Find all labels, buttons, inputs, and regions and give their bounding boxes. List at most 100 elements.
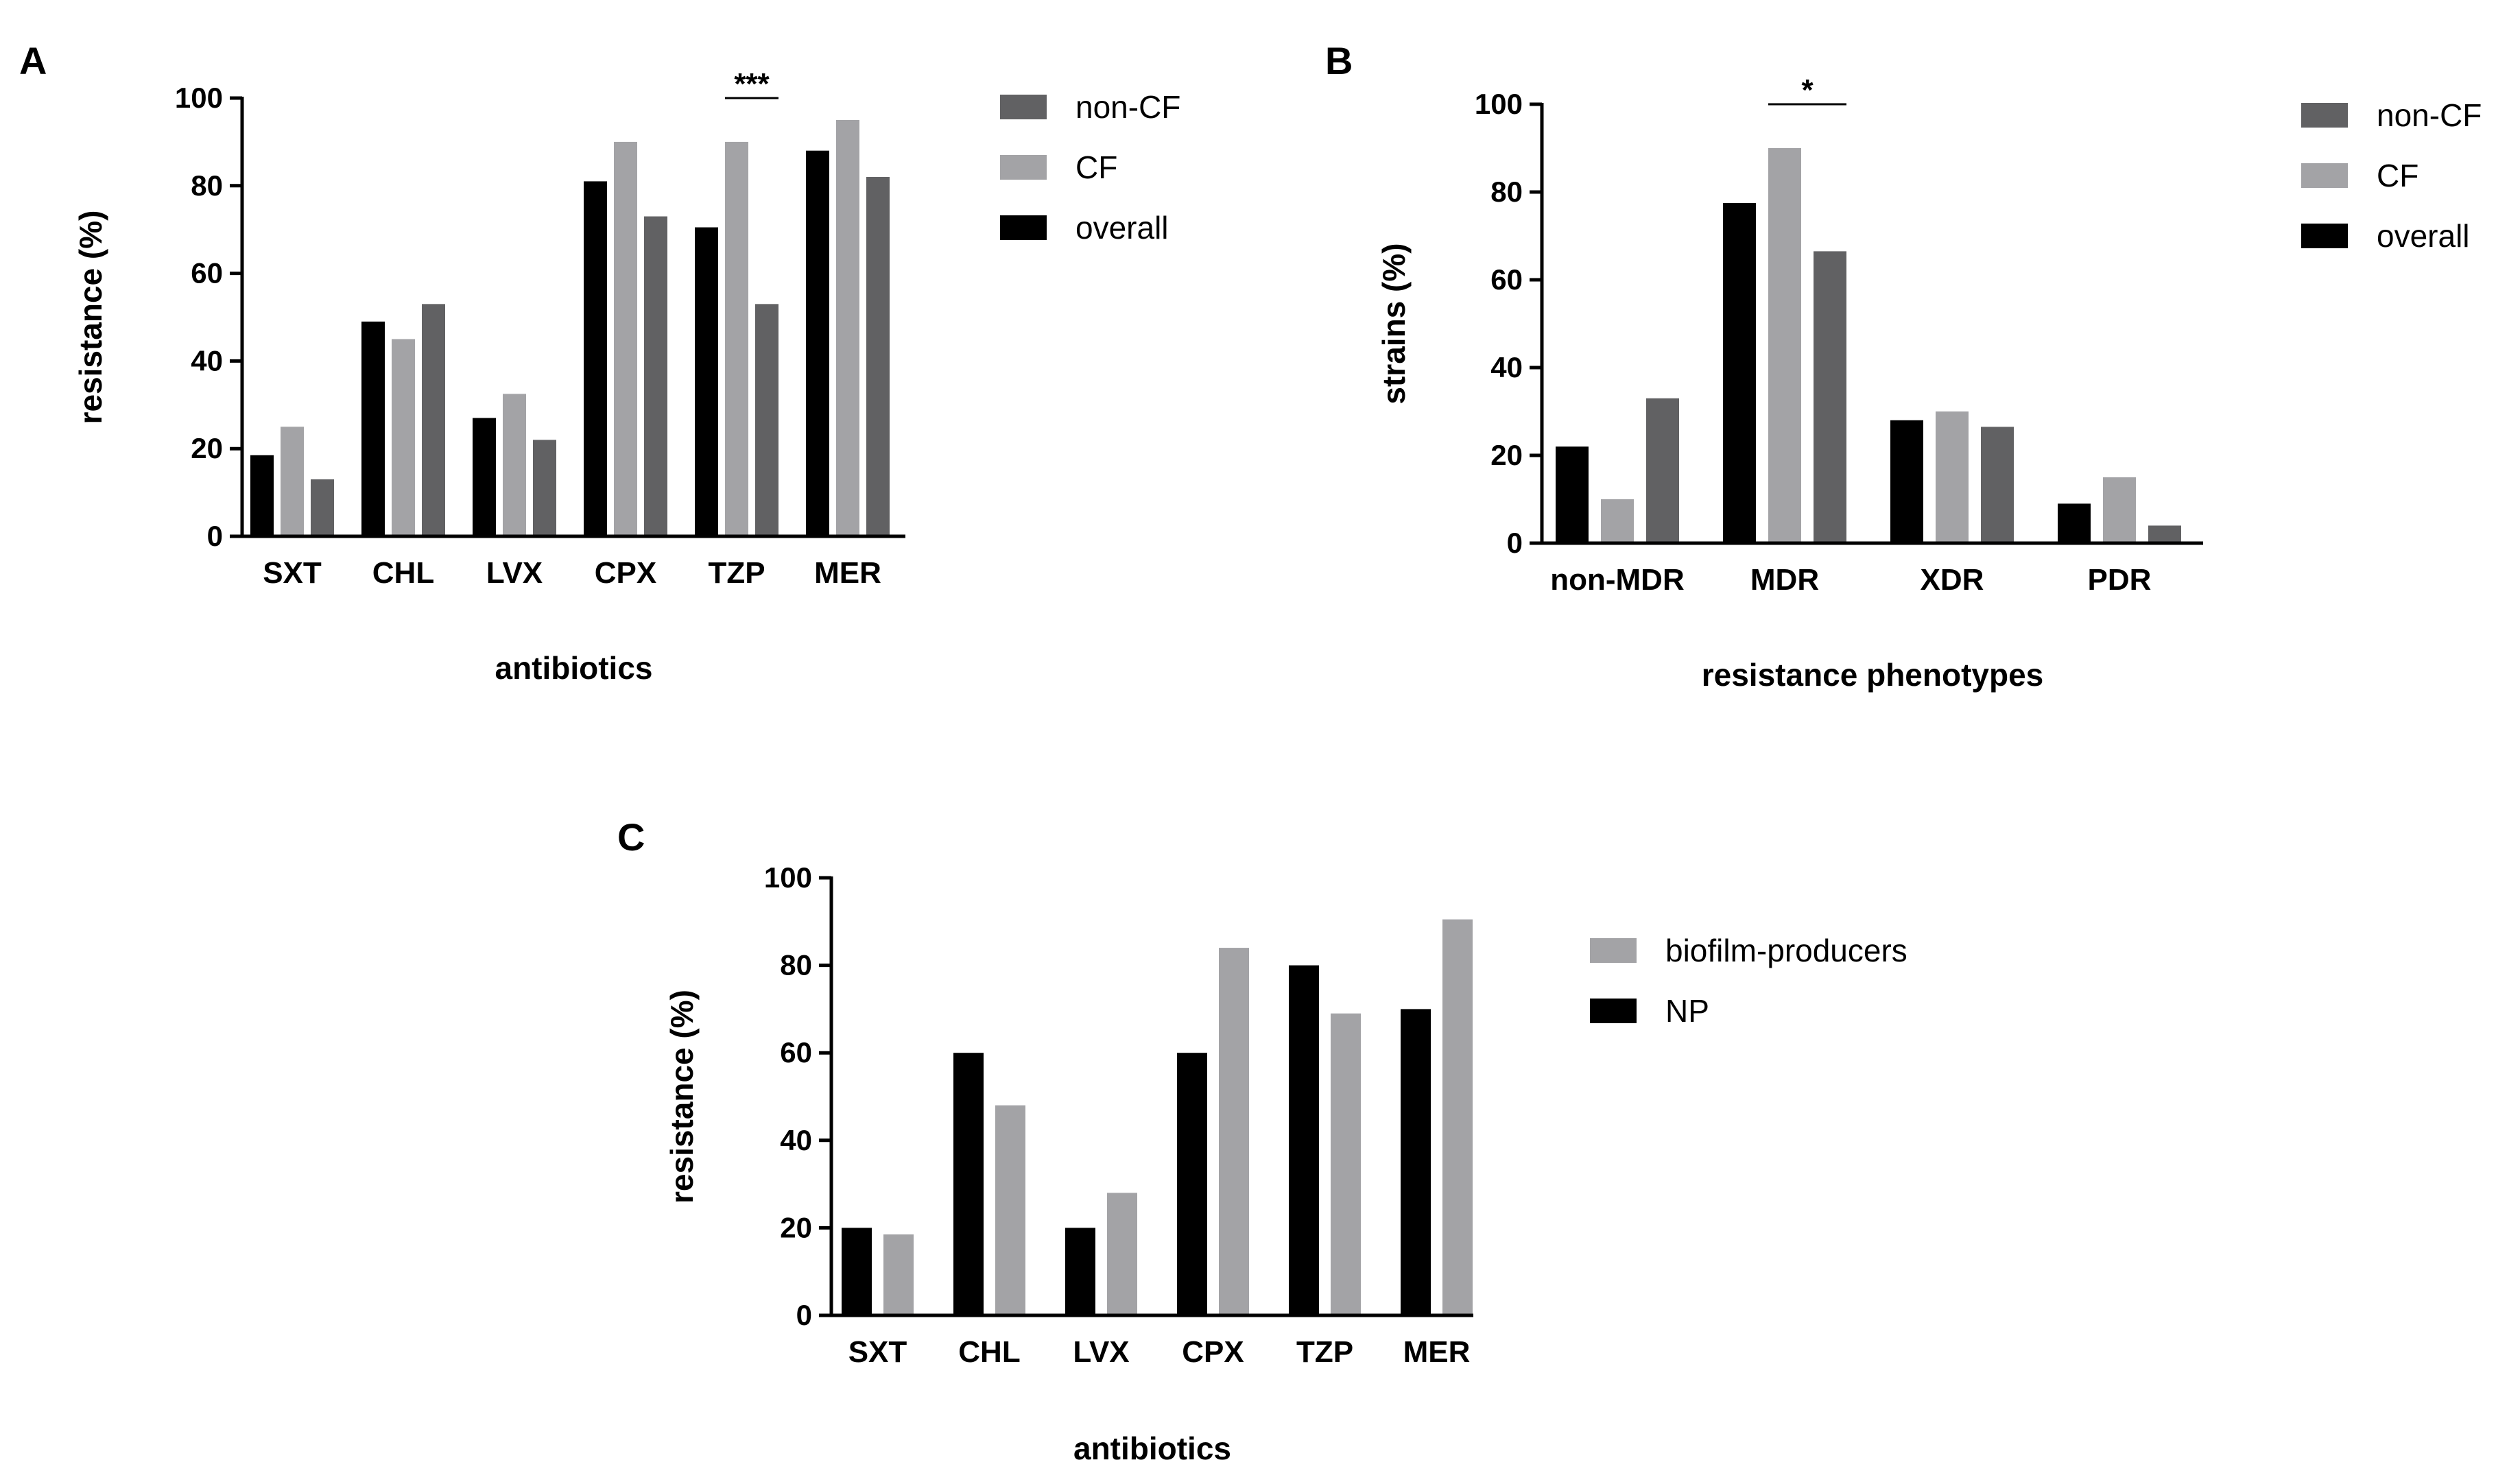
- x-tick-label: SXT: [263, 556, 322, 590]
- y-tick-label: 40: [191, 344, 223, 377]
- bar-np-tzp: [1289, 965, 1319, 1315]
- x-tick-label: CHL: [958, 1335, 1020, 1369]
- legend-label-np: NP: [1665, 993, 1709, 1029]
- bar-overall-tzp: [695, 227, 718, 536]
- significance-label: ***: [734, 67, 770, 101]
- x-tick-label: SXT: [848, 1335, 907, 1369]
- y-tick-label: 100: [764, 861, 812, 894]
- bar-biofilm-producers-sxt: [883, 1234, 914, 1315]
- y-tick-label: 60: [780, 1036, 812, 1068]
- y-axis-title: strains (%): [1376, 243, 1412, 404]
- bar-cf-cpx: [614, 141, 637, 536]
- y-axis-title: resistance (%): [73, 211, 108, 425]
- legend-swatch-biofilm-producers: [1590, 938, 1637, 963]
- bar-cf-non-mdr: [1601, 499, 1634, 543]
- bar-non-cf-tzp: [755, 304, 778, 536]
- bar-overall-pdr: [2058, 503, 2091, 543]
- bar-cf-xdr: [1936, 411, 1969, 543]
- legend-label-overall: overall: [2377, 218, 2470, 254]
- bar-non-cf-non-mdr: [1646, 398, 1679, 543]
- chart-panel-c: C SXT CHL LVX CPX TZP MER 0 20 40 60 80 100 antibioti…: [617, 815, 1907, 1466]
- bar-biofilm-producers-lvx: [1107, 1193, 1137, 1315]
- x-tick-label: CPX: [1182, 1335, 1244, 1369]
- bar-overall-cpx: [584, 181, 607, 536]
- x-axis-title: antibiotics: [495, 650, 652, 686]
- x-tick-label: MDR: [1750, 563, 1819, 597]
- y-tick-label: 80: [191, 169, 223, 202]
- x-tick-label: LVX: [1073, 1335, 1129, 1369]
- bar-overall-sxt: [250, 455, 274, 536]
- bar-np-lvx: [1065, 1228, 1095, 1315]
- bar-non-cf-mer: [866, 177, 890, 536]
- bar-cf-sxt: [281, 427, 304, 536]
- bar-cf-chl: [392, 339, 415, 536]
- x-tick-label: XDR: [1921, 563, 1984, 597]
- y-tick-label: 80: [780, 949, 812, 981]
- legend-label-non-cf: non-CF: [2377, 97, 2482, 133]
- bar-overall-non-mdr: [1556, 446, 1589, 543]
- bar-np-cpx: [1177, 1053, 1207, 1315]
- bar-non-cf-lvx: [533, 440, 556, 536]
- legend-swatch-non-cf: [2301, 103, 2348, 128]
- legend-label-overall: overall: [1075, 210, 1169, 246]
- bar-cf-lvx: [503, 394, 526, 536]
- bar-non-cf-mdr: [1814, 251, 1846, 543]
- bar-biofilm-producers-mer: [1442, 919, 1473, 1315]
- legend-swatch-overall: [2301, 224, 2348, 248]
- x-tick-label: MER: [814, 556, 881, 590]
- legend-swatch-cf: [1000, 155, 1047, 180]
- bar-cf-tzp: [725, 141, 748, 536]
- bar-overall-xdr: [1890, 420, 1923, 543]
- bar-cf-mer: [836, 119, 859, 536]
- y-tick-label: 100: [175, 82, 223, 114]
- panel-label: B: [1325, 39, 1353, 82]
- bar-np-mer: [1401, 1009, 1431, 1315]
- bar-overall-mer: [806, 150, 829, 536]
- legend-label-cf: CF: [2377, 158, 2418, 193]
- bar-non-cf-sxt: [311, 479, 334, 536]
- legend-label-biofilm-producers: biofilm-producers: [1665, 933, 1907, 968]
- y-tick-label: 20: [1490, 439, 1523, 471]
- bar-biofilm-producers-cpx: [1219, 948, 1249, 1315]
- bar-np-chl: [953, 1053, 984, 1315]
- bar-cf-mdr: [1768, 148, 1801, 543]
- bar-np-sxt: [842, 1228, 872, 1315]
- bar-non-cf-chl: [422, 304, 445, 536]
- y-tick-label: 0: [1507, 527, 1523, 559]
- x-tick-label: non-MDR: [1550, 563, 1685, 597]
- y-tick-label: 0: [796, 1299, 812, 1331]
- bar-cf-pdr: [2103, 477, 2136, 543]
- bar-non-cf-pdr: [2148, 525, 2181, 543]
- y-tick-label: 20: [191, 432, 223, 464]
- legend-swatch-overall: [1000, 215, 1047, 240]
- chart-panel-a: A SXT CHL LVX CPX TZP MER 0 20 40 60 80 100 antibioti…: [19, 39, 1180, 686]
- legend-label-non-cf: non-CF: [1075, 89, 1180, 125]
- x-tick-label: CHL: [372, 556, 434, 590]
- panel-label: A: [19, 39, 47, 82]
- bar-overall-chl: [361, 321, 385, 536]
- x-tick-label: TZP: [708, 556, 765, 590]
- legend-swatch-cf: [2301, 163, 2348, 188]
- y-tick-label: 20: [780, 1211, 812, 1243]
- legend-label-cf: CF: [1075, 150, 1117, 185]
- x-tick-label: CPX: [595, 556, 656, 590]
- bar-non-cf-cpx: [644, 216, 667, 536]
- significance-label: *: [1801, 73, 1814, 107]
- bar-overall-lvx: [473, 418, 496, 536]
- y-tick-label: 0: [207, 520, 223, 552]
- legend-swatch-non-cf: [1000, 95, 1047, 119]
- x-axis-title: resistance phenotypes: [1702, 657, 2044, 693]
- y-tick-label: 40: [1490, 351, 1523, 383]
- y-axis-title: resistance (%): [664, 990, 700, 1204]
- panel-label: C: [617, 815, 645, 859]
- y-tick-label: 100: [1475, 88, 1523, 120]
- bar-overall-mdr: [1723, 203, 1756, 543]
- y-tick-label: 60: [191, 257, 223, 289]
- x-tick-label: TZP: [1296, 1335, 1353, 1369]
- x-tick-label: MER: [1403, 1335, 1471, 1369]
- bar-biofilm-producers-chl: [995, 1105, 1025, 1315]
- y-tick-label: 80: [1490, 176, 1523, 208]
- y-tick-label: 60: [1490, 263, 1523, 296]
